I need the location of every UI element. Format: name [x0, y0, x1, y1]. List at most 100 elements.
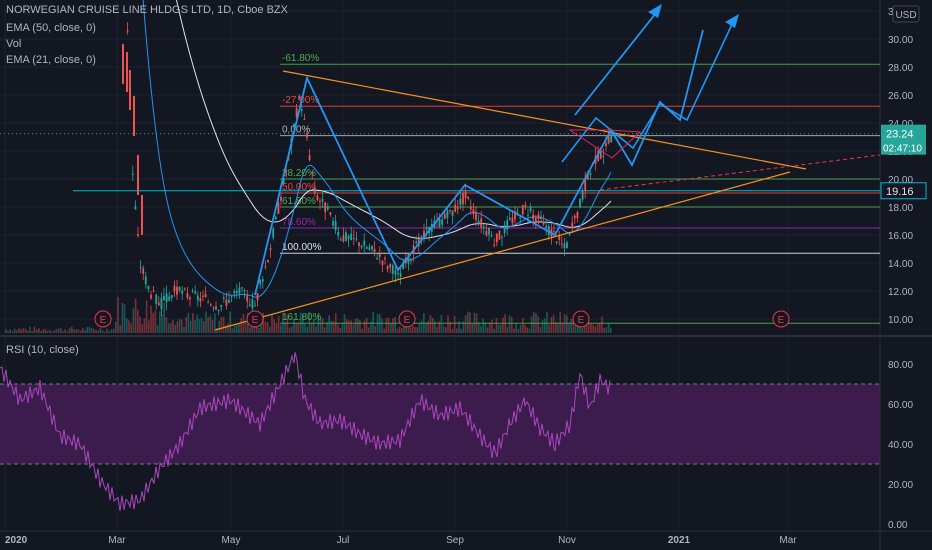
volume-bar — [174, 324, 176, 333]
candle-body — [391, 265, 394, 274]
volume-bar — [104, 331, 106, 333]
candle-body — [272, 228, 275, 238]
candle-body — [256, 293, 259, 301]
volume-bar — [258, 327, 260, 333]
candle-body — [560, 243, 563, 245]
volume-bar — [354, 318, 357, 333]
volume-bar — [350, 320, 352, 333]
volume-bar — [436, 327, 438, 333]
candle-body — [230, 295, 233, 297]
volume-bar — [62, 331, 64, 333]
candle-body — [584, 179, 587, 191]
volume-bar — [242, 314, 245, 333]
volume-bar — [222, 316, 225, 333]
candle-body — [251, 299, 254, 309]
candle-body — [133, 96, 135, 136]
time-axis-tick: Mar — [108, 535, 126, 546]
volume-bar — [77, 329, 80, 333]
candle-body — [131, 173, 134, 175]
candle-body — [537, 214, 540, 219]
volume-bar — [154, 310, 157, 333]
candle-body — [503, 224, 506, 234]
volume-bar — [152, 312, 154, 333]
volume-bar — [502, 317, 504, 333]
candle-body — [514, 211, 516, 220]
candle-body — [345, 232, 347, 241]
volume-bar — [310, 322, 313, 333]
volume-bar — [332, 321, 335, 333]
candle-body — [137, 155, 139, 195]
candle-body — [186, 293, 189, 298]
candle-body — [194, 291, 197, 294]
volume-bar — [394, 316, 396, 333]
volume-bar — [282, 313, 284, 333]
volume-bar — [110, 329, 113, 333]
volume-bar — [588, 322, 590, 333]
candle-body — [264, 266, 267, 268]
volume-bar — [121, 302, 124, 333]
candle-body — [137, 233, 139, 237]
volume-bar — [66, 331, 69, 333]
volume-bar — [9, 329, 11, 333]
volume-bar — [304, 324, 306, 333]
volume-bar — [13, 328, 16, 333]
arrow-head-1 — [648, 4, 662, 18]
volume-bar — [57, 328, 60, 333]
time-axis-tick: May — [222, 535, 241, 546]
volume-bar — [330, 320, 333, 333]
volume-bar — [592, 324, 594, 333]
candle-body — [152, 290, 155, 292]
volume-bar — [192, 313, 194, 333]
volume-bar — [20, 329, 22, 333]
rsi-axis-tick: 80.00 — [888, 360, 913, 371]
candle-body — [610, 133, 613, 143]
candle-body — [155, 294, 158, 304]
volume-bar — [546, 311, 548, 333]
volume-bar — [535, 313, 537, 333]
volume-bar — [352, 324, 355, 333]
candle-body — [339, 239, 342, 241]
candle-body — [373, 248, 376, 252]
time-axis-tick: Sep — [446, 535, 464, 546]
candle-body — [579, 199, 581, 207]
volume-bar — [337, 324, 339, 333]
candle-body — [586, 172, 589, 179]
volume-bar — [189, 320, 192, 333]
volume-bar — [511, 317, 513, 333]
volume-bar — [449, 321, 451, 333]
candle-body — [568, 232, 571, 235]
volume-bar — [335, 313, 337, 333]
volume-bar — [513, 328, 515, 333]
volume-bar — [568, 322, 570, 333]
candle-body — [298, 95, 301, 100]
candle-body — [181, 290, 184, 294]
volume-bar — [495, 317, 498, 333]
projection-zigzag — [561, 17, 736, 163]
volume-bar — [434, 320, 436, 333]
candle-body — [225, 299, 228, 306]
volume-bar — [84, 330, 86, 333]
volume-bar — [205, 311, 207, 333]
volume-bar — [530, 316, 533, 333]
volume-bar — [240, 318, 242, 333]
volume-bar — [108, 331, 110, 333]
volume-bar — [324, 327, 326, 333]
volume-bar — [361, 328, 363, 333]
candle-body — [467, 196, 470, 199]
volume-bar — [539, 326, 542, 333]
ascending-trendline — [214, 171, 791, 331]
fib-level-label: 78.60% — [282, 217, 316, 228]
candle-body — [553, 231, 555, 233]
time-axis-tick: Mar — [779, 535, 797, 546]
candle-body — [347, 236, 350, 240]
volume-bar — [522, 318, 524, 333]
volume-bar — [480, 325, 482, 333]
volume-bar — [469, 312, 471, 333]
candle-body — [469, 206, 472, 210]
volume-bar — [42, 329, 44, 333]
candle-body — [368, 247, 371, 250]
volume-bar — [471, 323, 473, 333]
candle-body — [196, 295, 199, 301]
